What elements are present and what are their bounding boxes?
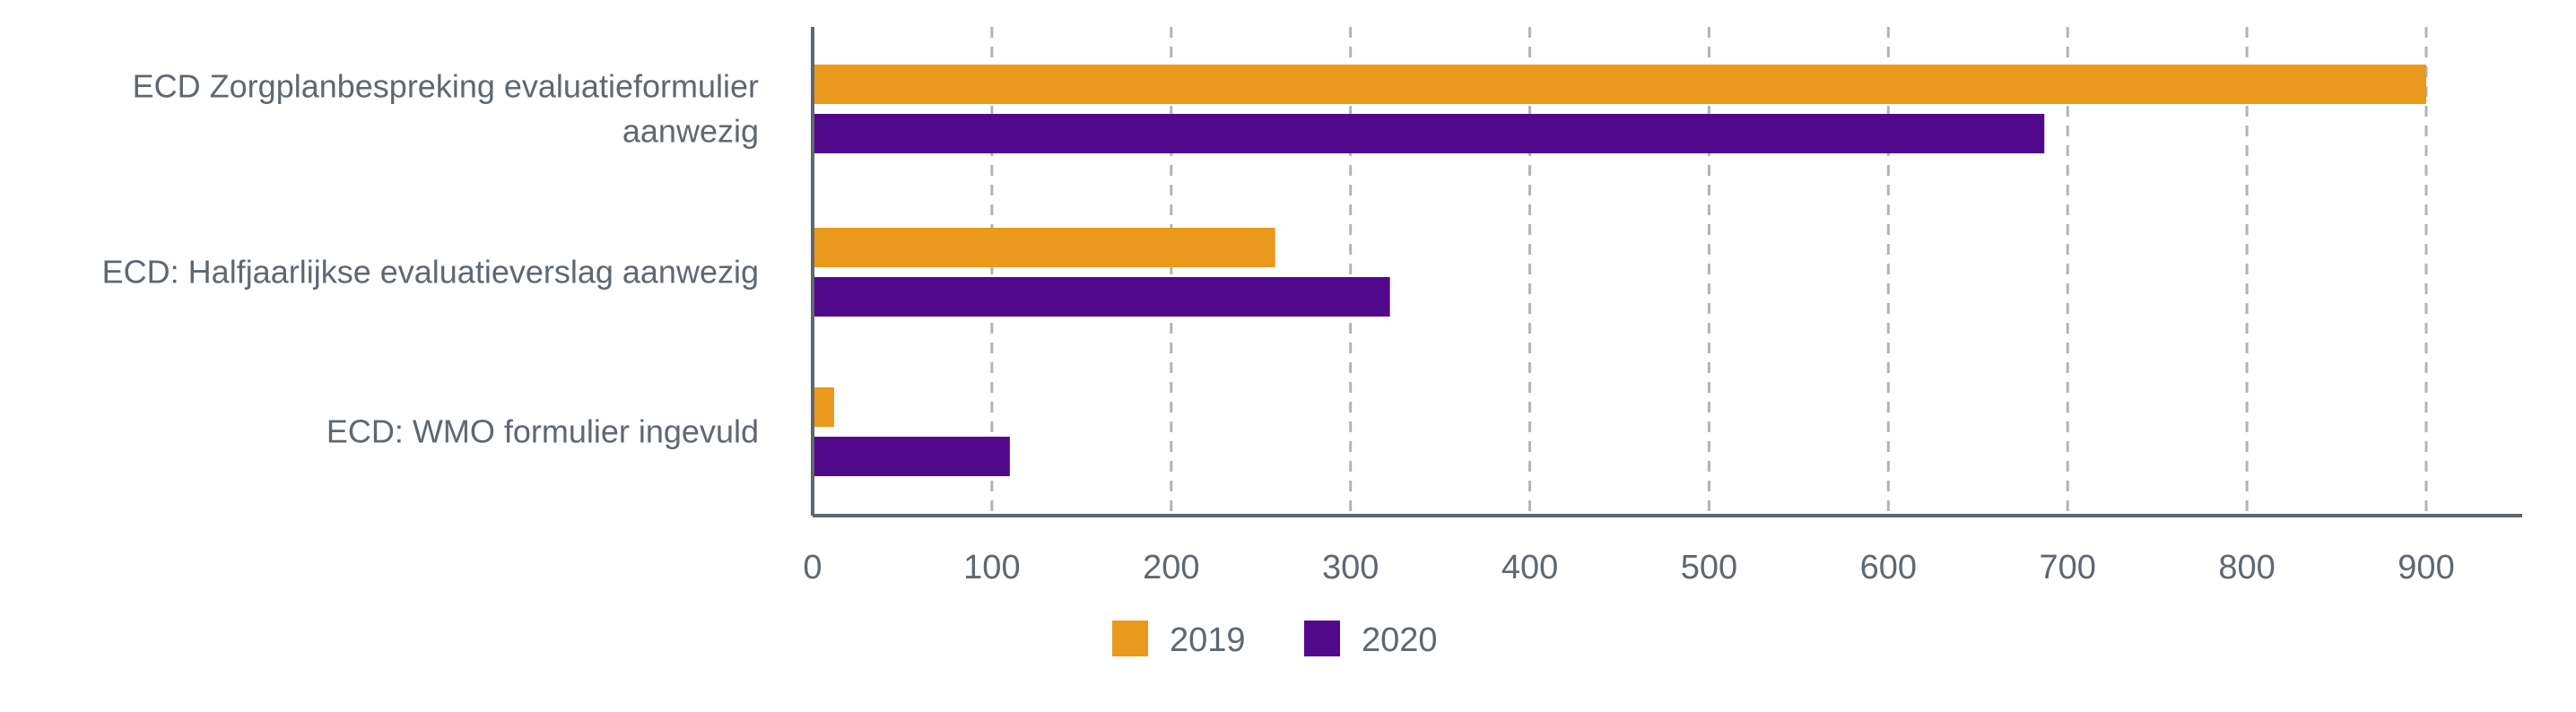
category-labels: ECD Zorgplanbespreking evaluatieformulie… [102,68,759,450]
category-label: ECD Zorgplanbespreking evaluatieformulie… [133,68,759,150]
bar-2020-2 [813,437,1010,476]
x-tick-labels: 0 100 200 300 400 500 600 700 800 900 [803,549,2454,586]
legend-label-2020: 2020 [1362,621,1438,659]
x-tick-label: 900 [2398,549,2454,586]
legend-label-2019: 2019 [1170,621,1246,659]
legend: 2019 2020 [1112,621,1438,659]
legend-swatch-2020 [1304,621,1340,656]
category-label: ECD: Halfjaarlijkse evaluatieverslag aan… [102,254,759,291]
axes [811,27,2522,517]
x-tick-label: 500 [1681,549,1737,586]
x-tick-label: 300 [1322,549,1379,586]
x-tick-label: 700 [2040,549,2096,586]
legend-swatch-2019 [1112,621,1148,656]
grid-lines [990,27,2428,516]
x-tick-label: 800 [2218,549,2275,586]
x-tick-label: 100 [963,549,1020,586]
bar-2020-1 [813,277,1390,317]
category-label: ECD: WMO formulier ingevuld [326,413,759,450]
bars [813,65,2426,476]
x-tick-label: 0 [803,549,822,586]
bar-2019-1 [813,228,1275,267]
bar-2020-0 [813,114,2045,153]
x-tick-label: 400 [1501,549,1558,586]
x-tick-label: 200 [1143,549,1199,586]
bar-2019-2 [813,387,834,427]
x-tick-label: 600 [1860,549,1917,586]
bar-2019-0 [813,65,2426,104]
